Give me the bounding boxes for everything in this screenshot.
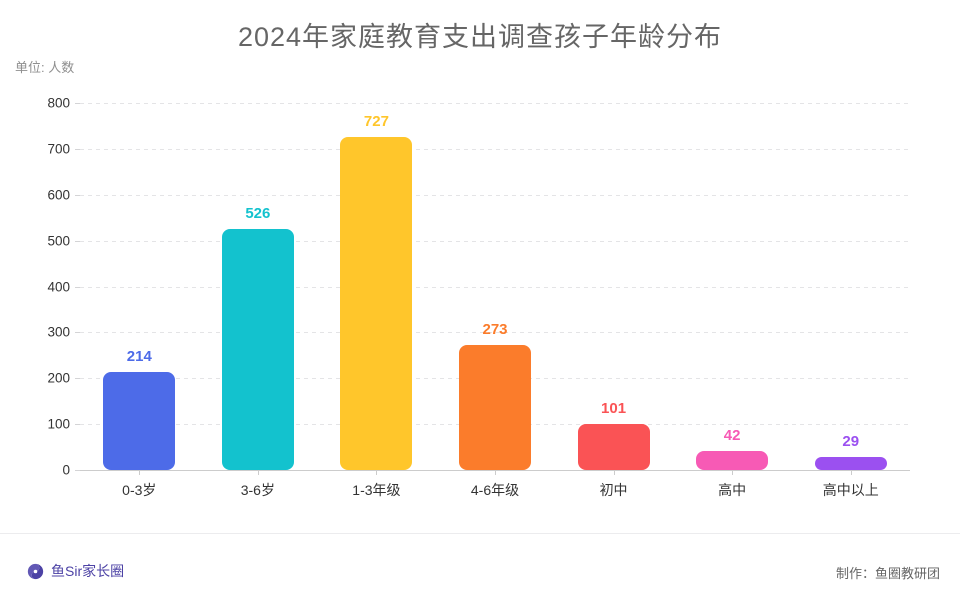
bar-chart-plot-area: 0 100 200 300 400 500 600 700 800 214 0-3岁 526 3-6岁 7… [47,96,910,498]
y-axis-label-500: 500 [47,233,70,249]
chart-title: 2024年家庭教育支出调查孩子年龄分布 [237,22,723,52]
x-axis-tick [139,470,141,475]
bar-value-label: 526 [245,204,271,222]
bar-value-label: 273 [482,320,508,338]
y-axis-label-100: 100 [47,416,70,432]
gridline-300 [80,332,910,334]
y-axis-tick [75,470,80,471]
bar-value-label: 214 [126,347,152,365]
gridline-700 [80,148,910,150]
y-axis-label-700: 700 [47,141,70,157]
y-axis-unit-label: 单位: 人数 [15,60,75,75]
bar-3-6岁 [221,228,294,470]
x-axis-tick [376,470,378,475]
fish-swirl-logo-icon [27,563,44,580]
bar-value-label: 101 [601,399,627,417]
bar-高中 [696,450,769,470]
y-axis-tick [75,148,80,150]
y-axis-label-200: 200 [47,370,70,386]
x-axis-label-4-6年级: 4-6年级 [470,482,520,498]
x-axis-tick [732,470,734,475]
footer-divider [0,533,960,534]
x-axis-label-1-3年级: 1-3年级 [352,482,401,498]
y-axis-tick [75,332,80,334]
bar-初中 [577,423,650,470]
gridline-600 [80,194,910,196]
y-axis-label-300: 300 [47,324,70,340]
bar-4-6年级 [459,344,531,470]
bar-value-label: 42 [723,426,741,444]
y-axis-label-400: 400 [47,279,70,294]
y-axis-tick [75,424,80,426]
x-axis-label-初中: 初中 [599,482,628,498]
bar-0-3岁 [103,371,176,470]
gridline-400 [80,286,910,288]
gridline-500 [80,240,910,242]
y-axis-label-800: 800 [47,95,70,111]
x-axis-label-0-3岁: 0-3岁 [122,482,157,498]
bar-value-label: 29 [842,432,860,450]
x-axis-label-高中: 高中 [718,482,747,498]
x-axis-tick [257,470,259,475]
brand-name: 鱼Sir家长圈 [51,563,125,579]
bar-高中以上 [814,456,887,470]
y-axis-tick [75,378,80,380]
credit-text: 制作：鱼圈教研团 [835,566,940,581]
x-axis-tick [613,470,615,475]
y-axis-label-600: 600 [47,187,70,203]
y-axis-tick [75,103,80,104]
y-axis-label-0: 0 [62,462,70,478]
x-axis-label-3-6岁: 3-6岁 [240,482,275,498]
y-axis-tick [75,286,80,288]
y-axis-tick [75,240,80,242]
x-axis-label-高中以上: 高中以上 [822,482,879,498]
brand-footer: 鱼Sir家长圈 [27,561,124,581]
x-axis-tick [495,470,496,475]
x-axis-tick [850,470,852,475]
gridline-800 [80,103,910,104]
bar-1-3年级 [340,136,413,470]
bar-value-label: 727 [363,112,389,130]
y-axis-tick [75,194,80,196]
